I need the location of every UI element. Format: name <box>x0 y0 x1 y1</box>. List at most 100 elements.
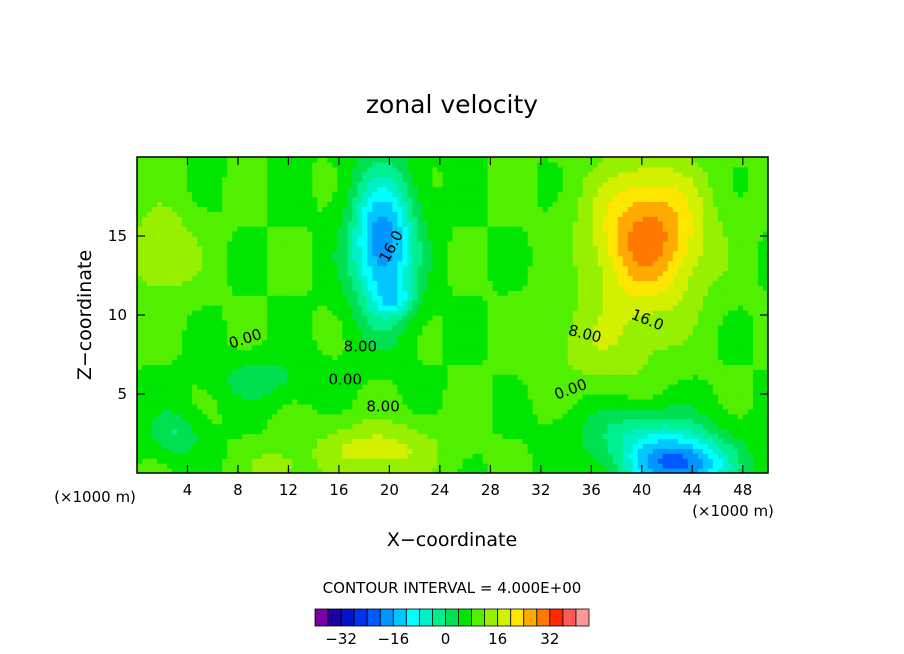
field-cell <box>152 374 158 380</box>
field-cell <box>327 191 333 198</box>
field-cell <box>342 374 348 380</box>
field-cell <box>377 295 383 301</box>
field-cell <box>217 226 223 232</box>
field-cell <box>457 176 464 183</box>
field-cell <box>522 157 529 163</box>
field-cell <box>307 324 313 331</box>
field-cell <box>202 408 208 415</box>
field-cell <box>197 344 203 351</box>
field-cell <box>447 157 454 163</box>
field-cell <box>152 186 158 193</box>
field-cell <box>372 236 378 242</box>
field-cell <box>137 364 143 370</box>
field-cell <box>182 275 188 282</box>
field-cell <box>172 285 178 291</box>
field-cell <box>282 201 288 207</box>
field-cell <box>327 211 333 217</box>
field-cell <box>292 171 298 178</box>
field-cell <box>417 349 424 356</box>
field-cell <box>282 418 288 425</box>
field-cell <box>362 221 368 227</box>
field-cell <box>267 226 273 232</box>
field-cell <box>187 408 193 415</box>
field-cell <box>197 354 203 361</box>
field-cell <box>287 384 293 390</box>
field-cell <box>282 448 288 454</box>
field-cell <box>507 433 514 440</box>
field-cell <box>137 319 143 326</box>
field-cell <box>487 453 494 459</box>
field-cell <box>327 369 333 375</box>
field-cell <box>472 423 479 430</box>
field-cell <box>497 359 504 365</box>
field-cell <box>227 374 233 380</box>
field-cell <box>337 389 343 395</box>
field-cell <box>302 413 308 420</box>
field-cell <box>292 324 298 331</box>
field-cell <box>377 221 383 227</box>
field-cell <box>187 295 193 301</box>
field-cell <box>427 384 434 390</box>
field-cell <box>442 448 449 454</box>
field-cell <box>262 408 268 415</box>
field-cell <box>187 211 193 217</box>
field-cell <box>297 181 303 188</box>
field-cell <box>397 285 404 291</box>
field-cell <box>237 236 243 242</box>
field-cell <box>232 236 238 242</box>
field-cell <box>337 310 343 316</box>
field-cell <box>252 270 258 277</box>
field-cell <box>392 157 399 163</box>
field-cell <box>152 379 158 385</box>
field-cell <box>522 344 529 351</box>
field-cell <box>382 324 388 331</box>
field-cell <box>447 448 454 454</box>
field-cell <box>387 438 394 444</box>
field-cell <box>457 344 464 351</box>
field-cell <box>292 275 298 282</box>
field-cell <box>397 236 404 242</box>
field-cell <box>367 359 373 365</box>
field-cell <box>317 398 323 405</box>
field-cell <box>277 161 283 168</box>
field-cell <box>347 260 353 267</box>
field-cell <box>482 398 489 405</box>
field-cell <box>212 319 218 326</box>
field-cell <box>392 369 399 375</box>
field-cell <box>202 216 208 222</box>
field-cell <box>232 171 238 178</box>
field-cell <box>172 458 178 464</box>
field-cell <box>432 458 439 464</box>
field-cell <box>457 231 464 237</box>
field-cell <box>437 275 444 282</box>
field-cell <box>452 413 459 420</box>
field-cell <box>487 171 494 178</box>
field-cell <box>377 270 383 277</box>
field-cell <box>412 255 419 262</box>
field-cell <box>347 403 353 410</box>
field-cell <box>292 236 298 242</box>
field-cell <box>407 305 414 311</box>
field-cell <box>287 468 293 473</box>
field-cell <box>422 428 429 435</box>
field-cell <box>397 221 404 227</box>
field-cell <box>267 181 273 188</box>
field-cell <box>432 265 439 272</box>
field-cell <box>392 171 399 178</box>
field-cell <box>312 433 318 440</box>
field-cell <box>232 186 238 193</box>
field-cell <box>247 458 253 464</box>
field-cell <box>247 384 253 390</box>
field-cell <box>167 161 173 168</box>
field-cell <box>487 255 494 262</box>
field-cell <box>192 191 198 198</box>
field-cell <box>332 339 338 346</box>
field-cell <box>357 339 363 346</box>
field-cell <box>507 354 514 361</box>
field-cell <box>357 428 363 435</box>
field-cell <box>157 418 163 425</box>
field-cell <box>427 216 434 222</box>
field-cell <box>312 211 318 217</box>
field-cell <box>257 226 263 232</box>
field-cell <box>337 394 343 400</box>
